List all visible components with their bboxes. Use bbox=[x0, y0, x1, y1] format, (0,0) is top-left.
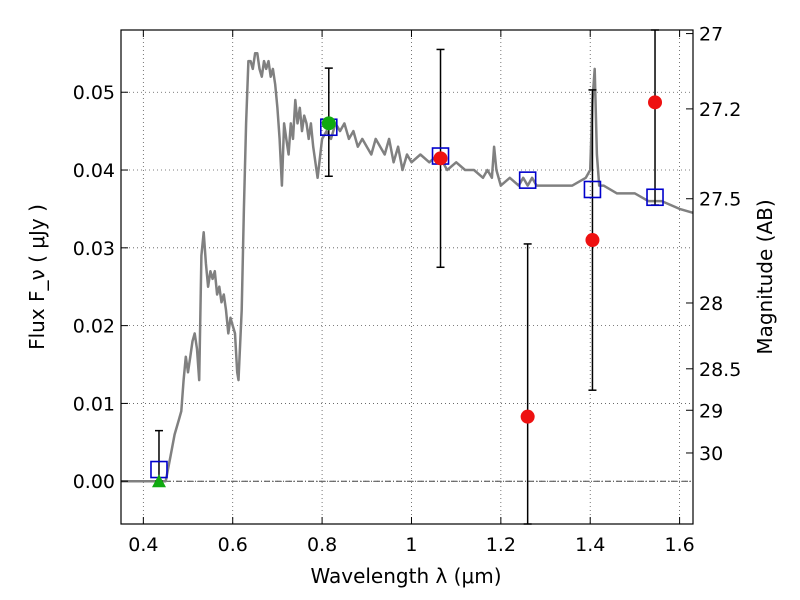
data-circle-marker bbox=[648, 95, 663, 110]
y-axis-ticks: 0.00 0.01 0.02 0.03 0.04 0.05 bbox=[73, 82, 128, 493]
x-tick-label: 1 bbox=[405, 534, 417, 556]
y-tick-label: 0.04 bbox=[73, 160, 115, 182]
data-markers bbox=[150, 95, 664, 488]
data-circle-marker bbox=[321, 116, 336, 131]
y2-tick-label: 28 bbox=[699, 293, 723, 315]
y-axis-label: Flux F_ν ( μJy ) bbox=[25, 204, 49, 350]
error-bars bbox=[154, 29, 660, 525]
upper-limit-triangle-marker bbox=[151, 474, 166, 488]
y2-tick-label: 30 bbox=[699, 443, 723, 465]
x-axis-ticks: 0.4 0.6 0.8 1 1.2 1.4 1.6 bbox=[128, 30, 695, 556]
x-tick-label: 1.6 bbox=[664, 534, 694, 556]
y2-tick-label: 29 bbox=[699, 400, 723, 422]
template-spectrum bbox=[121, 52, 694, 483]
x-tick-label: 0.4 bbox=[128, 534, 158, 556]
y-tick-label: 0.02 bbox=[73, 316, 115, 338]
y2-axis-ticks: 27 27.2 27.5 28 28.5 29 30 bbox=[686, 24, 741, 465]
x-axis-label: Wavelength λ (μm) bbox=[310, 564, 501, 588]
y2-tick-label: 27.2 bbox=[699, 99, 741, 121]
x-tick-label: 1.4 bbox=[575, 534, 605, 556]
y2-axis-label: Magnitude (AB) bbox=[753, 199, 777, 354]
y-tick-label: 0.01 bbox=[73, 393, 115, 415]
y2-tick-label: 28.5 bbox=[699, 359, 741, 381]
data-circle-marker bbox=[433, 151, 448, 166]
data-circle-marker bbox=[585, 233, 600, 248]
y2-tick-label: 27 bbox=[699, 24, 723, 46]
model-square-marker bbox=[583, 180, 602, 199]
y2-tick-label: 27.5 bbox=[699, 189, 741, 211]
data-circle-marker bbox=[520, 409, 535, 424]
x-tick-label: 0.8 bbox=[307, 534, 337, 556]
spectrum-line bbox=[121, 52, 694, 483]
y-tick-label: 0.03 bbox=[73, 238, 115, 260]
x-tick-label: 0.6 bbox=[218, 534, 248, 556]
x-tick-label: 1.2 bbox=[486, 534, 516, 556]
y-tick-label: 0.00 bbox=[73, 471, 115, 493]
model-square-marker bbox=[518, 171, 537, 189]
y-tick-label: 0.05 bbox=[73, 82, 115, 104]
plot-frame bbox=[120, 29, 694, 525]
model-square-marker bbox=[646, 188, 664, 207]
